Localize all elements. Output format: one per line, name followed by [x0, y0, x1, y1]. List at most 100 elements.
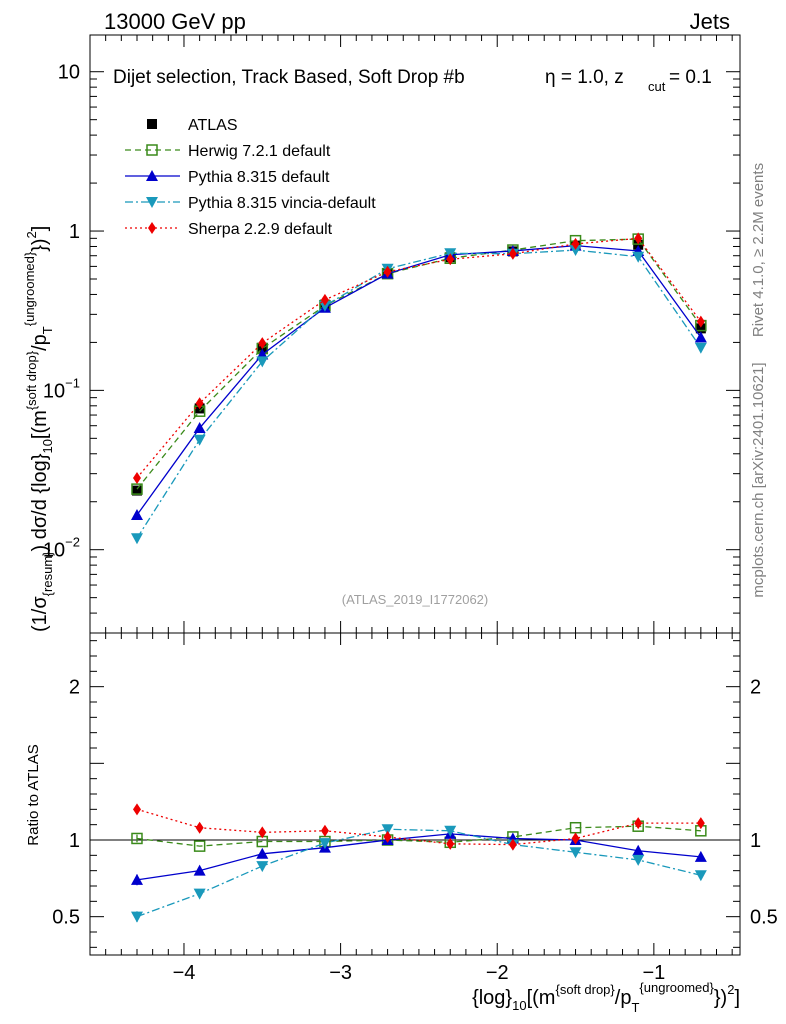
ratio-y-tick-label-right: 1 — [750, 830, 761, 852]
ratio-y-tick-label-right: 0.5 — [750, 907, 778, 929]
main-y-tick-labels: 10 1 10−1 10−2 — [43, 62, 80, 562]
ratio-line — [136, 808, 701, 846]
ratio-point — [632, 844, 645, 856]
ylabel-a: (1/σ — [29, 596, 51, 632]
ratio-point — [634, 817, 643, 830]
series-line — [136, 238, 702, 490]
data-point — [318, 300, 331, 312]
main-y-axis-label: (1/σ{resum}) dσ/d {log}10[(m{soft drop}/… — [22, 226, 55, 632]
ratio-point — [694, 870, 707, 882]
data-point — [446, 253, 455, 266]
chart-title-tail: η = 1.0, z — [545, 67, 624, 88]
ratio-point — [258, 826, 267, 839]
legend: ATLAS Herwig 7.2.1 default Pythia 8.315 de… — [125, 117, 376, 238]
legend-label: Herwig 7.2.1 default — [188, 143, 331, 160]
ratio-point — [320, 824, 329, 837]
data-point — [193, 434, 206, 446]
data-point — [130, 509, 143, 521]
ratio-point — [195, 821, 204, 834]
rivet-label: Rivet 4.1.0, ≥ 2.2M events — [750, 163, 767, 337]
ratio-series-2 — [130, 827, 707, 886]
data-point — [131, 485, 142, 496]
ratio-point — [694, 850, 707, 862]
x-tick-label: −4 — [173, 962, 196, 984]
ratio-point — [632, 854, 645, 866]
data-point — [696, 315, 705, 328]
ylabel-d-sup: {ungroomed} — [22, 251, 37, 326]
ylabel-c-sup: {soft drop} — [24, 350, 39, 410]
ratio-y-tick-labels: 2 2 1 1 0.5 0.5 — [52, 677, 778, 929]
ratio-point — [130, 911, 143, 923]
series-line — [136, 249, 702, 539]
title-end: = 0.1 — [669, 67, 712, 88]
data-point — [569, 245, 582, 257]
ratio-series-layer — [130, 803, 707, 923]
legend-entry: Pythia 8.315 default — [125, 169, 330, 186]
title-main: Dijet selection, Track Based, Soft Drop … — [113, 67, 465, 88]
data-point — [256, 356, 269, 368]
legend-marker — [146, 144, 158, 156]
ylabel-c: [(m — [29, 410, 51, 439]
data-point — [508, 247, 517, 260]
x-tick-labels: −4 −3 −2 −1 — [173, 962, 666, 984]
xlabel-b: [(m — [527, 987, 556, 1009]
ratio-line — [136, 833, 701, 881]
data-point — [195, 397, 204, 410]
header-left: 13000 GeV pp — [104, 9, 246, 34]
legend-marker — [146, 170, 158, 181]
ratio-point — [571, 832, 580, 845]
ratio-point — [132, 803, 141, 816]
data-point — [320, 293, 329, 306]
main-y-tick-label: 10 — [58, 62, 80, 84]
ratio-y-tick-label: 0.5 — [52, 907, 80, 929]
ylabel-d-sub: T — [40, 326, 55, 334]
ratio-point — [193, 840, 206, 852]
chart-title: Dijet selection, Track Based, Soft Drop … — [113, 67, 465, 88]
legend-label: Pythia 8.315 default — [188, 169, 330, 186]
ratio-point — [256, 861, 269, 873]
legend-entry: ATLAS — [147, 117, 238, 134]
legend-marker — [146, 197, 158, 208]
ratio-y-tick-label-right: 2 — [750, 677, 761, 699]
series-2 — [130, 239, 707, 521]
ratio-y-tick-label: 1 — [69, 830, 80, 852]
xlabel-c: /p — [615, 987, 632, 1009]
xlabel-c-sup: {ungroomed} — [639, 980, 714, 995]
x-axis-label: {log}10[(m{soft drop}/pT{ungroomed}})2] — [472, 980, 740, 1015]
legend-label: ATLAS — [188, 117, 238, 134]
data-point — [632, 251, 645, 263]
header-right: Jets — [690, 9, 730, 34]
x-tick-label: −2 — [486, 962, 509, 984]
ylabel-e: }) — [29, 238, 51, 251]
ratio-y-axis-label: Ratio to ATLAS — [25, 744, 42, 845]
ratio-line — [136, 828, 701, 918]
ylabel-d: /p — [29, 334, 51, 351]
xlabel-a: {log} — [472, 987, 512, 1009]
series-4 — [132, 232, 705, 484]
x-tick-label: −1 — [642, 962, 665, 984]
ratio-series-3 — [130, 824, 707, 923]
ratio-line — [136, 825, 701, 847]
title-suffix: η = 1.0, z — [545, 67, 624, 88]
svg-text:(1/σ{resum}) dσ/d {log}10[(m{s: (1/σ{resum}) dσ/d {log}10[(m{soft drop}/… — [22, 226, 55, 632]
ratio-point — [383, 830, 392, 843]
xlabel-a-sub: 10 — [512, 998, 526, 1013]
xlabel-c-sub: T — [631, 1000, 639, 1015]
main-series-layer — [130, 232, 707, 545]
main-y-tick-label: 10−1 — [43, 375, 80, 402]
xlabel-b-sup: {soft drop} — [555, 982, 615, 997]
legend-entry: Herwig 7.2.1 default — [125, 143, 331, 160]
data-point — [695, 323, 706, 334]
data-point — [258, 337, 267, 350]
ratio-panel-frame — [89, 632, 741, 956]
series-line — [136, 244, 702, 516]
data-point — [634, 232, 643, 245]
ratio-point — [318, 838, 331, 850]
series-3 — [130, 245, 707, 545]
data-point — [193, 422, 206, 434]
ratio-series-4 — [132, 803, 705, 851]
ylabel-f: ] — [29, 226, 51, 232]
legend-entry: Sherpa 2.2.9 default — [125, 221, 333, 238]
ratio-point — [256, 847, 269, 859]
data-point — [131, 483, 143, 495]
